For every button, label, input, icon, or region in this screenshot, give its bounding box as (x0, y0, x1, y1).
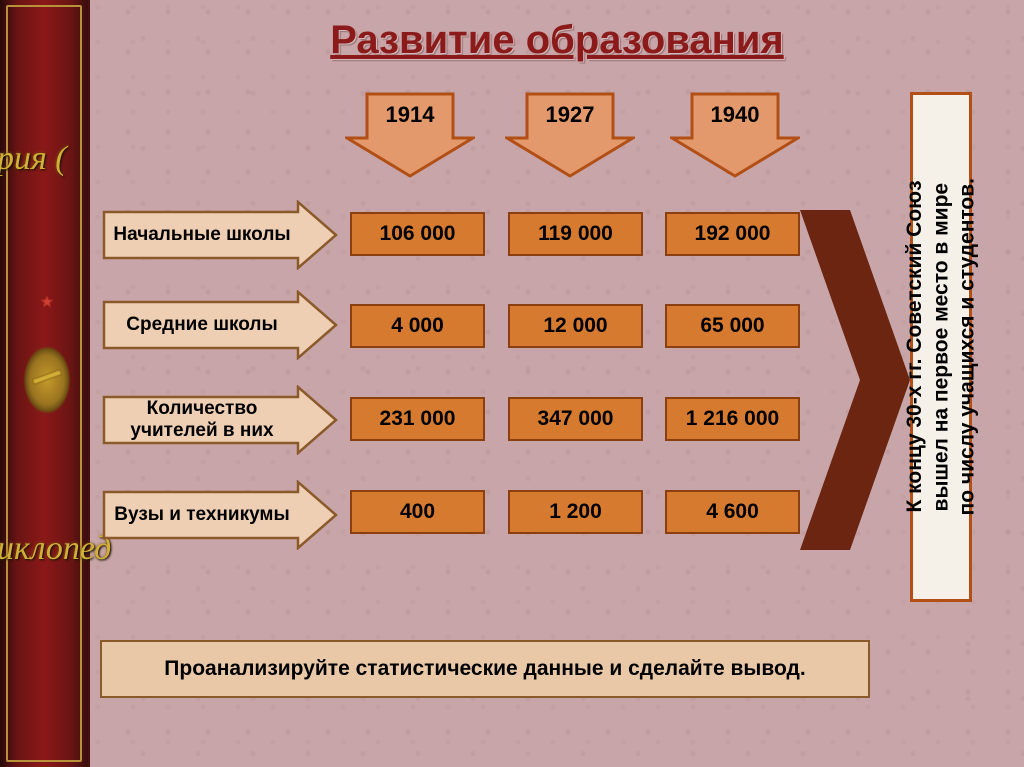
book-spine: ория ( циклопед (0, 0, 90, 767)
footer-text: Проанализируйте статистические данные и … (164, 657, 805, 681)
page-title: Развитие образования (90, 18, 1024, 63)
data-cell: 119 000 (508, 212, 643, 256)
row-arrow: Начальные школы (100, 200, 338, 270)
note-text: К концу 30-х гг. Советский Союз вышел на… (902, 178, 981, 515)
row-arrow: Средние школы (100, 290, 338, 360)
data-cell: 4 600 (665, 490, 800, 534)
book-spine-text-top: ория ( (0, 140, 67, 178)
row-label: Количество учителей в них (106, 385, 298, 455)
year-label: 1914 (345, 102, 475, 128)
year-arrow: 1914 (345, 90, 475, 178)
data-cell: 1 216 000 (665, 397, 800, 441)
diagram-stage: 1914 1927 1940 Начальные школы Средние ш… (100, 90, 1010, 750)
year-arrow: 1940 (670, 90, 800, 178)
footer-task: Проанализируйте статистические данные и … (100, 640, 870, 698)
data-cell: 106 000 (350, 212, 485, 256)
big-arrow-icon (800, 210, 910, 550)
data-cell: 231 000 (350, 397, 485, 441)
row-label: Средние школы (106, 290, 298, 360)
row-arrow: Вузы и техникумы (100, 480, 338, 550)
year-label: 1940 (670, 102, 800, 128)
year-arrow: 1927 (505, 90, 635, 178)
row-label: Вузы и техникумы (106, 480, 298, 550)
data-cell: 12 000 (508, 304, 643, 348)
row-arrow: Количество учителей в них (100, 385, 338, 455)
note-box: К концу 30-х гг. Советский Союз вышел на… (910, 92, 972, 602)
data-cell: 400 (350, 490, 485, 534)
year-label: 1927 (505, 102, 635, 128)
data-cell: 1 200 (508, 490, 643, 534)
data-cell: 4 000 (350, 304, 485, 348)
data-cell: 192 000 (665, 212, 800, 256)
data-cell: 65 000 (665, 304, 800, 348)
data-cell: 347 000 (508, 397, 643, 441)
book-spine-text-bottom: циклопед (0, 530, 111, 568)
row-label: Начальные школы (106, 200, 298, 270)
ussr-emblem-icon (12, 300, 82, 460)
